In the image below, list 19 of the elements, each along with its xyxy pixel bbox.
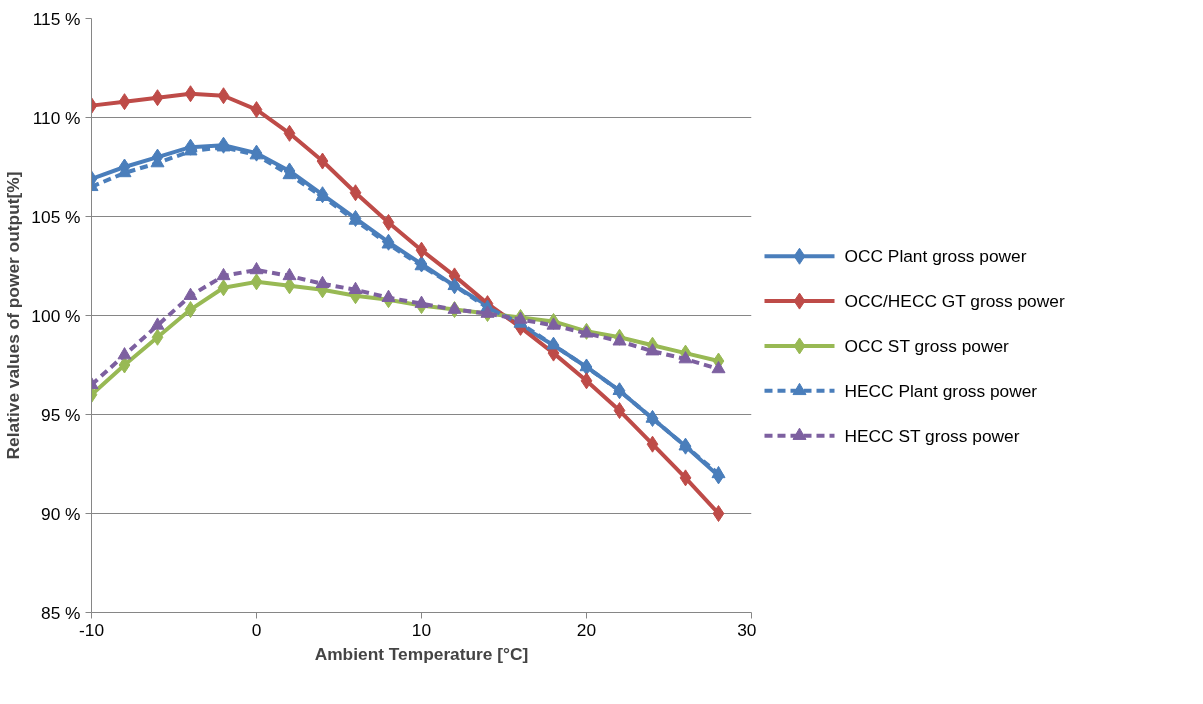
x-axis-title: Ambient Temperature [°C] [314, 643, 529, 664]
x-tick-label: 0 [251, 619, 262, 640]
y-tick-label: 105 % [31, 206, 81, 227]
x-tick-label: 20 [576, 619, 597, 640]
y-tick-label: 110 % [32, 107, 81, 128]
y-tick-label: 85 % [41, 602, 81, 623]
x-tick-label: -10 [78, 619, 105, 640]
x-tick-label: 10 [411, 619, 432, 640]
legend-label: HECC ST gross power [844, 425, 1020, 446]
y-tick-label: 95 % [41, 404, 81, 425]
legend-label: OCC/HECC GT gross power [844, 291, 1065, 312]
legend-label: OCC ST gross power [844, 335, 1010, 356]
y-tick-label: 90 % [41, 503, 81, 524]
y-tick-label: 100 % [31, 305, 81, 326]
x-tick-label: 30 [737, 619, 757, 640]
y-tick-label: 115 % [32, 8, 81, 29]
y-axis-title: Relative values of power output[%] [3, 171, 24, 460]
legend-label: HECC Plant gross power [844, 380, 1038, 401]
legend-label: OCC Plant gross power [844, 246, 1027, 267]
